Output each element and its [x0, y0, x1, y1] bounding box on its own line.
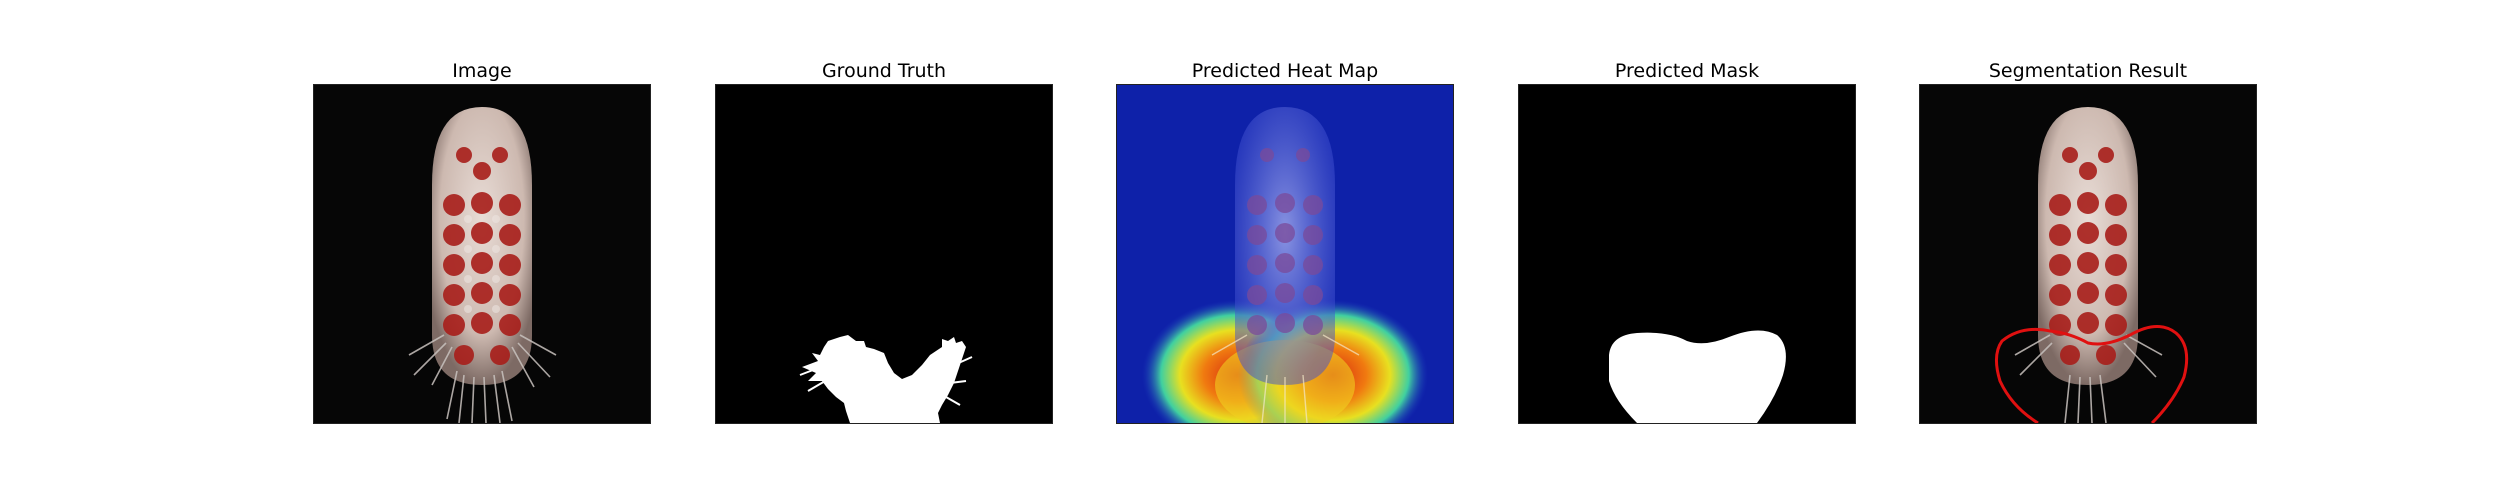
panel-title: Predicted Heat Map: [1191, 60, 1379, 82]
panel-predicted-mask: Predicted Mask: [1518, 0, 1856, 500]
panel-title: Predicted Mask: [1614, 60, 1760, 82]
panel-segmentation-result: Segmentation Result: [1919, 0, 2257, 500]
organism-overlay: [1211, 107, 1360, 423]
predicted-mask-image: [1518, 84, 1856, 424]
panel-title: Ground Truth: [821, 60, 947, 82]
ground-truth-mask: [715, 84, 1053, 424]
heat-map-image: [1116, 84, 1454, 424]
original-image: [313, 84, 651, 424]
predicted-mask-region: [1609, 330, 1786, 423]
organism-body: [408, 107, 557, 423]
segmentation-result-image: [1919, 84, 2257, 424]
ground-truth-region: [802, 335, 966, 423]
ground-truth-spines: [799, 356, 973, 406]
panel-predicted-heat-map: Predicted Heat Map: [1116, 0, 1454, 500]
panel-title: Image: [452, 60, 512, 82]
organism-body: [2014, 107, 2163, 423]
panel-title: Segmentation Result: [1988, 60, 2188, 82]
panel-image: Image: [313, 0, 651, 500]
panel-ground-truth: Ground Truth: [715, 0, 1053, 500]
segmentation-contour: [1995, 325, 2189, 423]
